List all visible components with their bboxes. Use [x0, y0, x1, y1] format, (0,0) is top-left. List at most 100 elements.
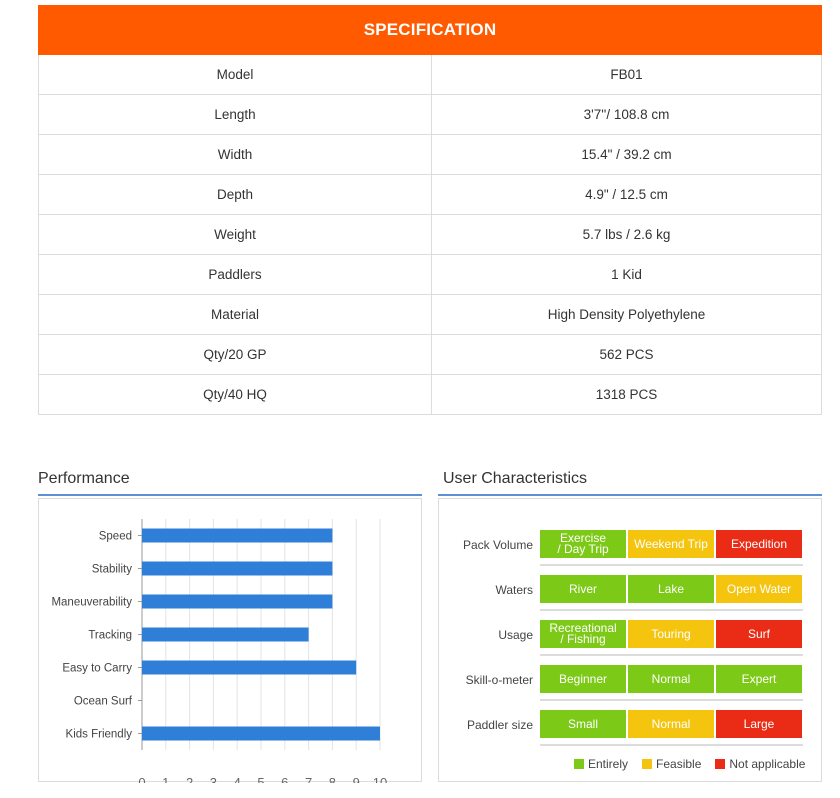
category-label: Stability — [92, 564, 133, 576]
bar — [142, 726, 380, 741]
spec-label: Model — [216, 67, 254, 82]
row-divider — [540, 744, 803, 746]
characteristic-cells: Exercise / Day Trip Weekend Trip Expeditio… — [540, 530, 802, 558]
spec-row: Qty/20 GP 562 PCS — [39, 335, 821, 375]
spec-label: Width — [217, 147, 253, 162]
characteristic-label: Waters — [495, 583, 533, 597]
characteristic-cell: Normal — [628, 710, 714, 738]
bar — [142, 660, 357, 675]
spec-row: Material High Density Polyethylene — [39, 295, 821, 335]
spec-value: 4.9" / 12.5 cm — [431, 175, 821, 214]
characteristic-label: Pack Volume — [462, 538, 533, 552]
spec-row: Length 3'7''/ 108.8 cm — [39, 95, 821, 135]
characteristic-cell: Open Water — [716, 575, 802, 603]
legend-item: Entirely — [574, 757, 628, 771]
characteristic-cell: Large — [716, 710, 802, 738]
row-divider — [540, 564, 803, 566]
spec-label: Length — [214, 107, 256, 122]
characteristic-cell: Recreational / Fishing — [540, 620, 626, 648]
spec-row: Qty/40 HQ 1318 PCS — [39, 375, 821, 415]
legend-label: Entirely — [588, 757, 629, 771]
category-label: Kids Friendly — [66, 729, 133, 741]
spec-label: Depth — [216, 187, 254, 202]
performance-title-rule — [38, 494, 422, 496]
characteristic-cells: Recreational / Fishing Touring Surf — [540, 620, 802, 648]
spec-label: Paddlers — [208, 267, 262, 282]
x-tick-label: 2 — [186, 775, 193, 783]
user-characteristics-legend: Entirely Feasible Not applicable — [574, 757, 805, 771]
x-tick-label: 3 — [210, 775, 217, 783]
x-tick-label: 4 — [234, 775, 241, 783]
row-divider — [540, 609, 803, 611]
x-tick-label: 10 — [373, 775, 387, 783]
category-label: Maneuverability — [51, 597, 132, 609]
characteristic-label: Usage — [498, 628, 533, 642]
category-label: Easy to Carry — [62, 663, 132, 675]
user-characteristics-title: User Characteristics — [443, 470, 588, 487]
characteristic-cell: Weekend Trip — [628, 530, 714, 558]
row-divider — [540, 699, 803, 701]
x-tick-label: 8 — [329, 775, 336, 783]
spec-value: High Density Polyethylene — [431, 295, 821, 334]
x-tick-label: 9 — [353, 775, 360, 783]
characteristic-cell: Expedition — [716, 530, 802, 558]
category-label: Tracking — [88, 630, 132, 642]
bar — [142, 561, 333, 576]
x-tick-label: 6 — [281, 775, 288, 783]
characteristic-row: Waters River Lake Open Water — [439, 575, 823, 620]
spec-label: Weight — [214, 227, 256, 242]
user-characteristics-title-rule — [438, 494, 822, 496]
spec-row: Width 15.4" / 39.2 cm — [39, 135, 821, 175]
spec-row: Model FB01 — [39, 55, 821, 95]
characteristic-cell: Lake — [628, 575, 714, 603]
characteristic-cells: Beginner Normal Expert — [540, 665, 802, 693]
spec-row: Depth 4.9" / 12.5 cm — [39, 175, 821, 215]
x-tick-label: 1 — [162, 775, 169, 783]
legend-label: Feasible — [656, 757, 702, 771]
performance-title: Performance — [38, 470, 130, 487]
specification-title: SPECIFICATION — [38, 5, 822, 55]
spec-row: Paddlers 1 Kid — [39, 255, 821, 295]
characteristic-cell: Touring — [628, 620, 714, 648]
performance-chart-panel: Speed Stability Maneuverability Tracking Eas… — [38, 498, 422, 783]
legend-item: Not applicable — [715, 757, 805, 771]
characteristic-cell: Surf — [716, 620, 802, 648]
spec-value: 15.4" / 39.2 cm — [431, 135, 821, 174]
characteristic-cell: Normal — [628, 665, 714, 693]
spec-label: Qty/40 HQ — [203, 387, 267, 402]
category-label: Speed — [99, 531, 132, 543]
spec-label: Material — [210, 307, 259, 322]
characteristic-cell: Beginner — [540, 665, 626, 693]
legend-item: Feasible — [642, 757, 701, 771]
characteristic-label: Skill-o-meter — [465, 673, 533, 687]
spec-value: 1318 PCS — [431, 375, 821, 414]
legend-swatch — [715, 759, 726, 769]
legend-label: Not applicable — [729, 757, 806, 771]
characteristic-cell: River — [540, 575, 626, 603]
characteristic-cell: Expert — [716, 665, 802, 693]
characteristic-row: Usage Recreational / Fishing Touring Surf — [439, 620, 823, 665]
characteristic-cells: River Lake Open Water — [540, 575, 802, 603]
bar — [142, 594, 333, 609]
spec-value: 3'7''/ 108.8 cm — [431, 95, 821, 134]
specification-rows: Model FB01 Length 3'7''/ 108.8 cm Width 15.4"… — [38, 55, 822, 415]
spec-value: 562 PCS — [431, 335, 821, 374]
spec-value: FB01 — [431, 55, 821, 94]
spec-row: Weight 5.7 lbs / 2.6 kg — [39, 215, 821, 255]
characteristic-row: Pack Volume Exercise / Day Trip Weekend Tr… — [439, 530, 823, 575]
category-label: Ocean Surf — [74, 696, 133, 708]
spec-label: Qty/20 GP — [203, 347, 267, 362]
x-tick-label: 0 — [138, 775, 145, 783]
characteristic-cell: Exercise / Day Trip — [540, 530, 626, 558]
bar — [142, 627, 309, 642]
performance-chart: Speed Stability Maneuverability Tracking Eas… — [51, 519, 387, 783]
specification-table: SPECIFICATION Model FB01 Length 3'7''/ 108.… — [38, 5, 822, 415]
legend-swatch — [642, 759, 653, 769]
x-tick-label: 7 — [305, 775, 312, 783]
characteristic-row: Paddler size Small Normal Large — [439, 710, 823, 755]
characteristic-row: Skill-o-meter Beginner Normal Expert — [439, 665, 823, 710]
spec-value: 5.7 lbs / 2.6 kg — [431, 215, 821, 254]
characteristic-cell: Small — [540, 710, 626, 738]
user-characteristics-panel: Entirely Feasible Not applicable Pack Volu… — [438, 498, 822, 782]
row-divider — [540, 654, 803, 656]
